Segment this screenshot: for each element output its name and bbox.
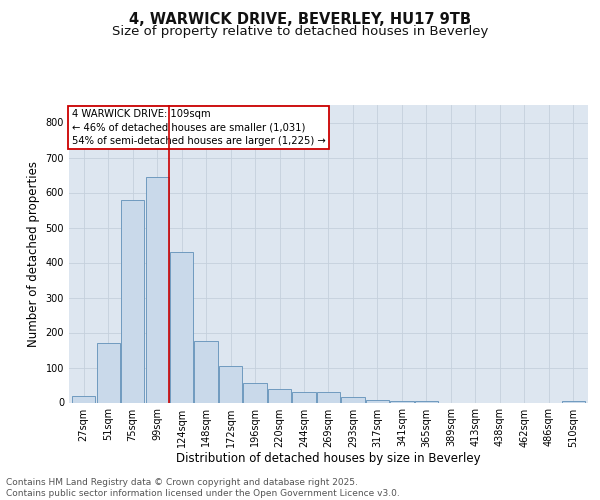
Bar: [317, 392, 340, 402]
Bar: [146, 177, 169, 402]
Text: 4, WARWICK DRIVE, BEVERLEY, HU17 9TB: 4, WARWICK DRIVE, BEVERLEY, HU17 9TB: [129, 12, 471, 28]
Text: Size of property relative to detached houses in Beverley: Size of property relative to detached ho…: [112, 25, 488, 38]
X-axis label: Distribution of detached houses by size in Beverley: Distribution of detached houses by size …: [176, 452, 481, 466]
Bar: [292, 392, 316, 402]
Bar: [562, 401, 585, 402]
Bar: [194, 341, 218, 402]
Bar: [341, 397, 365, 402]
Bar: [170, 252, 193, 402]
Bar: [97, 343, 120, 402]
Bar: [366, 400, 389, 402]
Bar: [244, 383, 266, 402]
Text: 4 WARWICK DRIVE: 109sqm
← 46% of detached houses are smaller (1,031)
54% of semi: 4 WARWICK DRIVE: 109sqm ← 46% of detache…: [71, 110, 325, 146]
Bar: [72, 396, 95, 402]
Text: Contains HM Land Registry data © Crown copyright and database right 2025.
Contai: Contains HM Land Registry data © Crown c…: [6, 478, 400, 498]
Y-axis label: Number of detached properties: Number of detached properties: [27, 161, 40, 347]
Bar: [268, 388, 291, 402]
Bar: [219, 366, 242, 403]
Bar: [121, 200, 144, 402]
